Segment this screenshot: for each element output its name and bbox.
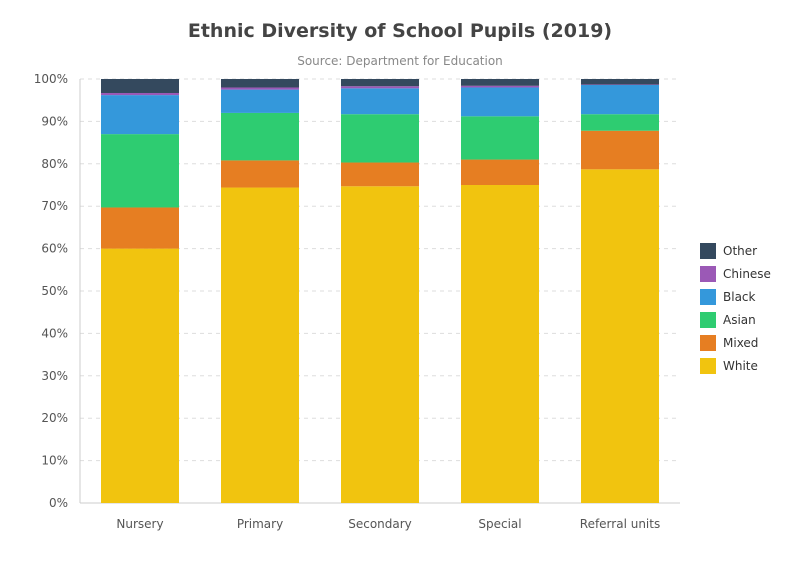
bar-segment-white (461, 185, 539, 503)
bar-segment-mixed (341, 162, 419, 187)
bar-segment-mixed (581, 130, 659, 170)
legend-label: Black (723, 289, 756, 304)
x-tick-label: Nursery (116, 517, 163, 531)
x-tick-label: Referral units (580, 517, 660, 531)
legend-item-black: Black (700, 285, 771, 308)
legend-label: Chinese (723, 266, 771, 281)
bar-segment-other (581, 79, 659, 85)
legend-label: Mixed (723, 335, 759, 350)
bar-segment-white (101, 248, 179, 503)
legend-swatch (700, 242, 716, 259)
bar-segment-black (341, 88, 419, 115)
chart-legend: Other Chinese Black Asian Mixed White (700, 239, 771, 377)
legend-swatch (700, 334, 716, 351)
bar-segment-asian (221, 112, 299, 161)
bar-segment-white (221, 187, 299, 503)
x-tick-label: Secondary (348, 517, 412, 531)
legend-item-other: Other (700, 239, 771, 262)
y-tick-label: 40% (41, 326, 68, 340)
legend-swatch (700, 288, 716, 305)
bar-segment-white (581, 169, 659, 503)
y-tick-label: 70% (41, 199, 68, 213)
bar-segment-black (581, 84, 659, 115)
y-tick-label: 50% (41, 284, 68, 298)
y-tick-label: 90% (41, 114, 68, 128)
legend-item-asian: Asian (700, 308, 771, 331)
bar-segment-other (101, 79, 179, 93)
bar-segment-asian (341, 114, 419, 163)
legend-swatch (700, 311, 716, 328)
x-tick-label: Primary (237, 517, 283, 531)
y-tick-label: 0% (49, 496, 68, 510)
legend-item-chinese: Chinese (700, 262, 771, 285)
y-tick-label: 100% (34, 72, 68, 86)
chart-subtitle: Source: Department for Education (297, 54, 503, 68)
y-tick-label: 10% (41, 454, 68, 468)
legend-label: Asian (723, 312, 756, 327)
chart-title: Ethnic Diversity of School Pupils (2019) (187, 20, 613, 42)
bar-segment-other (221, 79, 299, 88)
bar-segment-other (461, 79, 539, 86)
bar-segment-black (101, 95, 179, 135)
bar-segment-mixed (101, 207, 179, 249)
legend-item-white: White (700, 354, 771, 377)
bar-segment-black (221, 89, 299, 113)
bar-segment-asian (101, 134, 179, 208)
bar-segment-asian (461, 116, 539, 160)
bar-segment-chinese (221, 87, 299, 90)
legend-swatch (700, 265, 716, 282)
bar-segment-other (341, 79, 419, 87)
y-tick-label: 60% (41, 242, 68, 256)
y-tick-label: 20% (41, 411, 68, 425)
bar-segment-chinese (461, 85, 539, 88)
x-tick-label: Special (478, 517, 521, 531)
legend-swatch (700, 357, 716, 374)
y-tick-label: 80% (41, 157, 68, 171)
bar-segment-mixed (221, 160, 299, 188)
bar-segment-white (341, 186, 419, 503)
legend-label: Other (723, 243, 758, 258)
y-tick-label: 30% (41, 369, 68, 383)
bar-segment-asian (581, 114, 659, 131)
bar-segment-chinese (341, 86, 419, 89)
bar-segment-mixed (461, 159, 539, 185)
bar-segment-black (461, 87, 539, 117)
legend-label: White (723, 358, 758, 373)
bar-segment-chinese (101, 92, 179, 96)
legend-item-mixed: Mixed (700, 331, 771, 354)
